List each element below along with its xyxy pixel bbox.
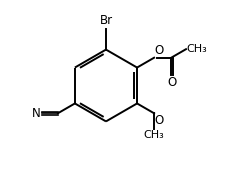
Text: N: N: [31, 107, 40, 120]
Text: CH₃: CH₃: [186, 44, 207, 54]
Text: Br: Br: [99, 14, 112, 27]
Text: O: O: [154, 44, 163, 57]
Text: CH₃: CH₃: [143, 130, 164, 140]
Text: O: O: [154, 114, 163, 127]
Text: O: O: [167, 76, 176, 89]
